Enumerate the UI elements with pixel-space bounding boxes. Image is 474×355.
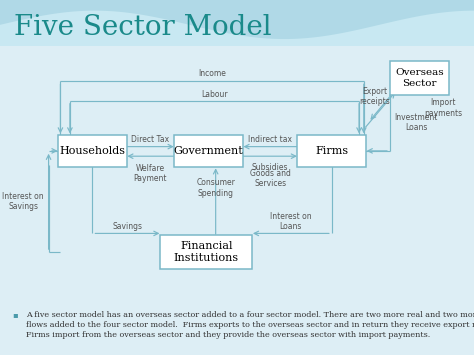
Text: Savings: Savings (112, 222, 142, 231)
Text: Investment
Loans: Investment Loans (394, 113, 438, 132)
Text: Interest on
Savings: Interest on Savings (2, 192, 44, 211)
Text: Overseas
Sector: Overseas Sector (395, 69, 444, 88)
FancyBboxPatch shape (0, 46, 474, 355)
Text: Households: Households (59, 146, 126, 156)
Text: Goods and
Services: Goods and Services (250, 169, 291, 188)
Text: Import
payments: Import payments (424, 98, 462, 118)
Text: Interest on
Loans: Interest on Loans (270, 212, 312, 231)
Text: Government: Government (173, 146, 244, 156)
FancyBboxPatch shape (58, 135, 127, 167)
Text: Firms: Firms (315, 146, 348, 156)
Polygon shape (0, 0, 474, 39)
FancyBboxPatch shape (298, 135, 366, 167)
Text: Five Sector Model: Five Sector Model (14, 14, 272, 41)
FancyBboxPatch shape (174, 135, 243, 167)
Text: Consumer
Spending: Consumer Spending (196, 178, 235, 198)
Text: A five sector model has an overseas sector added to a four sector model. There a: A five sector model has an overseas sect… (26, 311, 474, 339)
Text: Labour: Labour (201, 90, 228, 99)
Text: Export
receipts: Export receipts (359, 87, 390, 106)
Polygon shape (0, 0, 474, 46)
FancyBboxPatch shape (160, 235, 252, 269)
Text: Income: Income (198, 70, 226, 78)
Text: Indirect tax: Indirect tax (248, 136, 292, 144)
Text: Financial
Institutions: Financial Institutions (173, 241, 239, 263)
Text: Direct Tax: Direct Tax (131, 136, 170, 144)
Text: ▪: ▪ (12, 310, 18, 319)
Text: Subsidies: Subsidies (252, 163, 289, 171)
FancyBboxPatch shape (390, 61, 449, 95)
Text: Welfare
Payment: Welfare Payment (134, 164, 167, 184)
